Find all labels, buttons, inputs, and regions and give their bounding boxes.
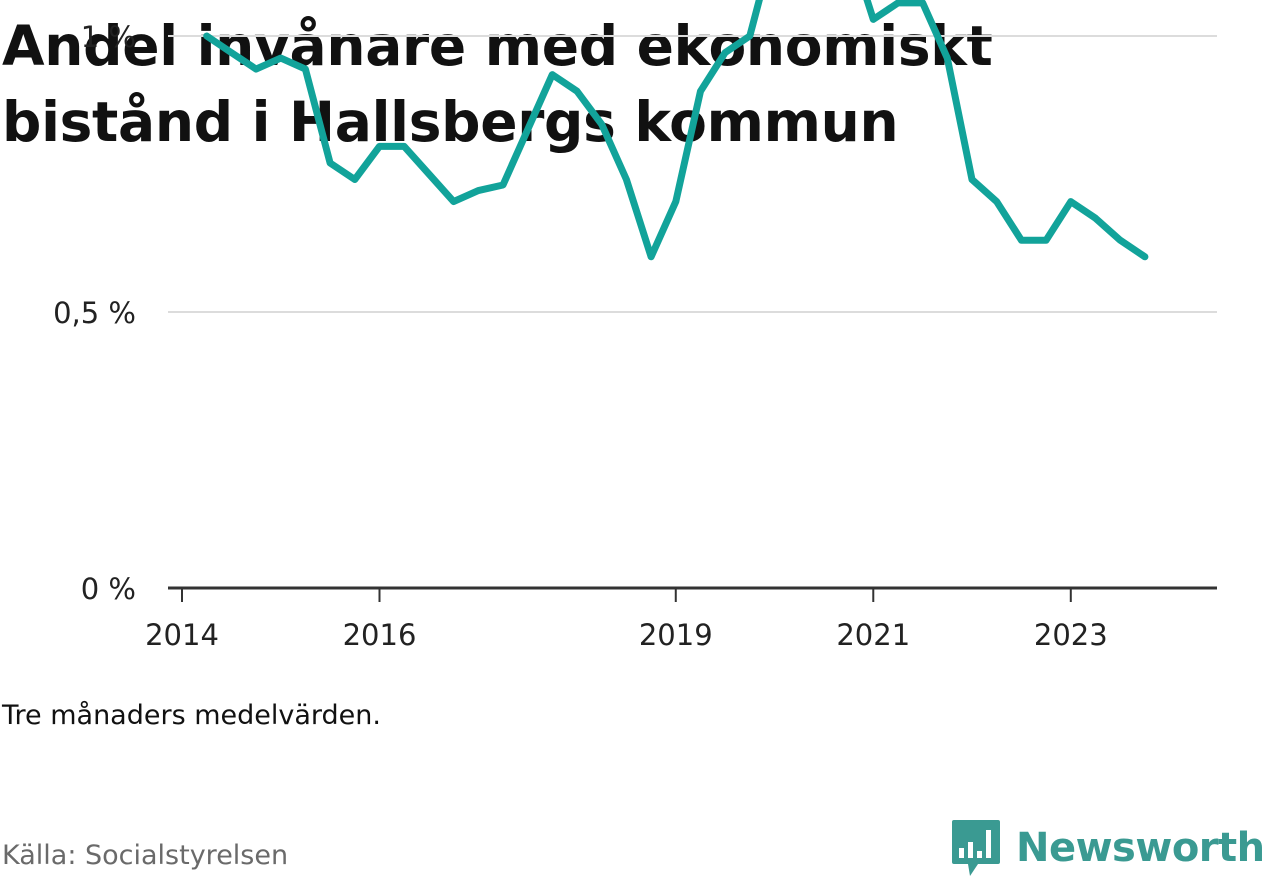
data-point [1044,238,1049,243]
data-point [1118,238,1123,243]
data-point [303,67,308,72]
x-axis-labels: 2014 2016 2019 2021 2023 [145,618,1108,652]
y-tick-label: 0,5 % [53,296,136,330]
data-point [673,199,678,204]
x-tick-label: 2019 [639,618,713,652]
data-point [1093,216,1098,221]
newsworthy-chart-bubble-icon [952,820,1000,876]
data-point [377,144,382,149]
data-point [550,72,555,77]
data-point [624,177,629,182]
brand-name: Newsworthy [1016,825,1262,871]
data-point [501,183,505,187]
data-point [747,34,752,38]
data-point [451,199,456,204]
grid-lines [168,35,1217,313]
x-tick-label: 2016 [343,618,417,652]
y-tick-label: 0 % [81,572,136,606]
x-tick-label: 2014 [145,618,219,652]
x-tick-label: 2021 [836,618,910,652]
data-point [896,0,900,5]
line-chart: 0 % 0,5 % 1 % 2014 2016 2019 2021 2023 [53,0,1217,652]
data-point [229,50,234,55]
y-axis-labels: 0 % 0,5 % 1 % [53,20,136,606]
data-point [599,122,604,127]
data-point [476,188,481,193]
data-point [970,177,974,182]
x-tick-label: 2023 [1034,618,1108,652]
data-point [1142,254,1147,259]
series-line [203,0,1149,261]
data-point [204,34,209,38]
newsworthy-logo[interactable]: Newsworthy [950,818,1262,878]
source-credit: Källa: Socialstyrelsen [2,840,289,871]
data-point [328,161,333,165]
x-axis [168,586,1217,602]
data-point [1019,238,1024,243]
data-point [994,199,999,204]
data-point [575,89,579,94]
data-point [920,0,925,5]
data-point [402,144,407,149]
data-point [723,50,728,55]
series-layer [203,0,1149,261]
chart-title: Andel invånare med ekonomiskt bistånd i … [2,14,993,154]
y-tick-label: 1 % [81,20,136,54]
data-point [649,254,654,259]
chart-note: Tre månaders medelvärden. [2,700,381,731]
data-point [352,177,357,182]
data-point [1068,199,1073,204]
data-point [698,89,703,94]
data-point [426,172,431,176]
data-point [945,56,950,61]
data-point [254,67,259,72]
data-point [525,127,530,132]
data-point [871,17,876,22]
data-point [278,56,283,61]
